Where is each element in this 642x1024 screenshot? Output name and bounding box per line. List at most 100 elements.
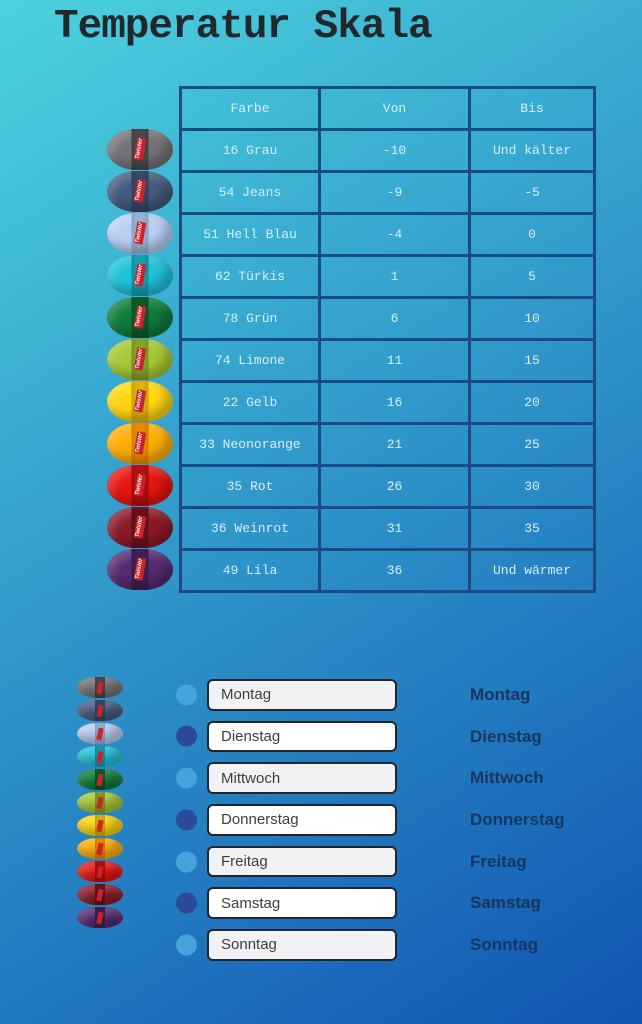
cell-bis: 25	[468, 422, 596, 467]
header-von: Von	[318, 86, 471, 131]
yarn-small-22-gelb-image	[77, 815, 123, 836]
day-input-freitag[interactable]	[207, 845, 397, 878]
table-row: 22 Gelb 16 20	[179, 380, 596, 425]
day-row-freitag: Freitag	[0, 845, 642, 878]
header-farbe: Farbe	[179, 86, 321, 131]
cell-bis: 5	[468, 254, 596, 299]
yarn-small-62-tuerkis-image	[77, 746, 123, 767]
day-marker-dot[interactable]	[176, 725, 197, 747]
header-bis: Bis	[468, 86, 596, 131]
cell-bis: 30	[468, 464, 596, 509]
table-row: 54 Jeans -9 -5	[179, 170, 596, 215]
yarn-54-jeans-image: Twister	[107, 170, 173, 212]
day-input-montag[interactable]	[207, 679, 397, 711]
table-row: 16 Grau -10 Und kälter	[179, 128, 596, 173]
cell-bis: 35	[468, 506, 596, 551]
page-title: Temperatur Skala	[54, 4, 433, 50]
day-row-mittwoch: Mittwoch	[0, 762, 642, 794]
cell-farbe: 51 Hell Blau	[179, 212, 321, 257]
yarn-36-weinrot-image: Twister	[107, 506, 173, 548]
yarn-small-51-hell-blau-image	[77, 723, 123, 744]
table-row: 49 Lila 36 Und wärmer	[179, 548, 596, 593]
day-label-freitag: Freitag	[470, 851, 527, 871]
table-header-row: Farbe Von Bis	[179, 86, 596, 131]
cell-farbe: 33 Neonorange	[179, 422, 321, 467]
day-matching-section: Montag Dienstag Mittwoch Donnerstag Frei…	[0, 679, 642, 961]
cell-bis: 0	[468, 212, 596, 257]
yarn-small-54-jeans-image	[77, 700, 123, 721]
day-label-mittwoch: Mittwoch	[470, 768, 544, 788]
yarn-78-gruen-image: Twister	[107, 296, 173, 338]
table-row: 62 Türkis 1 5	[179, 254, 596, 299]
cell-von: -10	[318, 128, 471, 173]
yarn-small-78-gruen-image	[77, 769, 123, 790]
table-row: 51 Hell Blau -4 0	[179, 212, 596, 257]
yarn-brand-label: Twister	[133, 305, 147, 329]
cell-von: 11	[318, 338, 471, 383]
cell-farbe: 35 Rot	[179, 464, 321, 509]
day-marker-dot[interactable]	[176, 684, 197, 706]
day-input-mittwoch[interactable]	[207, 762, 397, 794]
day-marker-dot[interactable]	[176, 809, 197, 831]
cell-bis: 20	[468, 380, 596, 425]
day-row-sonntag: Sonntag	[0, 929, 642, 961]
cell-bis: 10	[468, 296, 596, 341]
yarn-49-lila-image: Twister	[107, 548, 173, 590]
yarn-brand-label: Twister	[133, 473, 147, 497]
yarn-color-column: Twister Twister Twister Twister Twister …	[104, 128, 176, 590]
day-marker-dot[interactable]	[176, 851, 197, 872]
yarn-16-grau-image: Twister	[107, 128, 173, 170]
cell-bis: 15	[468, 338, 596, 383]
yarn-small-35-rot-image	[77, 861, 123, 882]
day-row-dienstag: Dienstag	[0, 720, 642, 753]
cell-farbe: 36 Weinrot	[179, 506, 321, 551]
day-marker-dot[interactable]	[176, 767, 197, 789]
table-row: 78 Grün 6 10	[179, 296, 596, 341]
yarn-brand-label: Twister	[133, 221, 147, 245]
cell-von: 16	[318, 380, 471, 425]
yarn-brand-label: Twister	[133, 263, 147, 287]
yarn-35-rot-image: Twister	[107, 464, 173, 506]
small-yarn-stack	[77, 677, 123, 928]
yarn-brand-label: Twister	[133, 515, 147, 539]
table-row: 33 Neonorange 21 25	[179, 422, 596, 467]
cell-von: 36	[318, 548, 471, 593]
day-marker-dot[interactable]	[176, 892, 197, 914]
day-label-dienstag: Dienstag	[470, 726, 542, 746]
yarn-22-gelb-image: Twister	[107, 380, 173, 422]
cell-von: 1	[318, 254, 471, 299]
yarn-62-tuerkis-image: Twister	[107, 254, 173, 296]
yarn-brand-label: Twister	[133, 347, 147, 371]
cell-bis: Und kälter	[468, 128, 596, 173]
yarn-small-16-grau-image	[77, 677, 123, 698]
yarn-small-36-weinrot-image	[77, 884, 123, 905]
cell-von: 26	[318, 464, 471, 509]
day-label-sonntag: Sonntag	[470, 935, 538, 955]
cell-von: -4	[318, 212, 471, 257]
yarn-brand-label: Twister	[133, 137, 147, 161]
cell-von: 6	[318, 296, 471, 341]
cell-bis: -5	[468, 170, 596, 215]
table-row: 35 Rot 26 30	[179, 464, 596, 509]
yarn-brand-label: Twister	[133, 431, 147, 455]
yarn-74-limone-image: Twister	[107, 338, 173, 380]
day-input-samstag[interactable]	[207, 887, 397, 919]
day-marker-dot[interactable]	[176, 934, 197, 956]
cell-farbe: 49 Lila	[179, 548, 321, 593]
yarn-33-neonorange-image: Twister	[107, 422, 173, 464]
cell-von: -9	[318, 170, 471, 215]
day-row-donnerstag: Donnerstag	[0, 804, 642, 836]
cell-farbe: 22 Gelb	[179, 380, 321, 425]
day-input-donnerstag[interactable]	[207, 804, 397, 836]
yarn-small-74-limone-image	[77, 792, 123, 813]
cell-farbe: 54 Jeans	[179, 170, 321, 215]
day-input-dienstag[interactable]	[207, 720, 397, 753]
table-row: 36 Weinrot 31 35	[179, 506, 596, 551]
day-row-samstag: Samstag	[0, 887, 642, 919]
yarn-small-49-lila-image	[77, 907, 123, 928]
day-label-montag: Montag	[470, 685, 531, 704]
day-label-donnerstag: Donnerstag	[470, 810, 565, 830]
day-input-sonntag[interactable]	[207, 929, 397, 961]
yarn-brand-label: Twister	[133, 557, 147, 581]
